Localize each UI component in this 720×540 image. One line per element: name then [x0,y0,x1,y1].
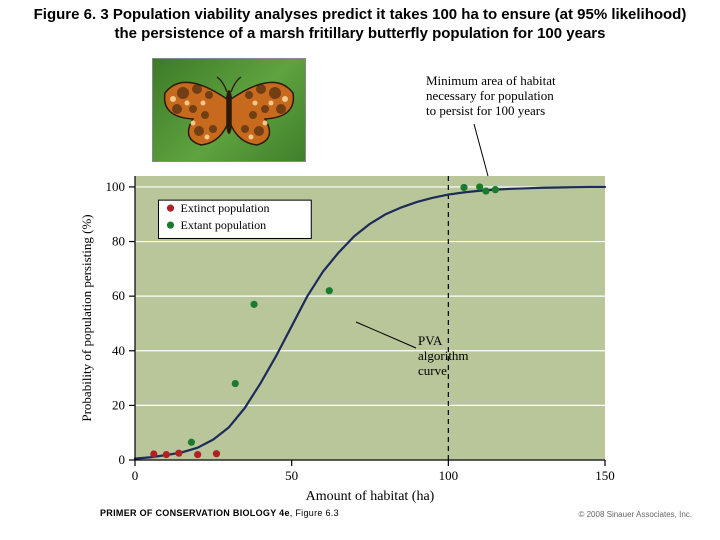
svg-text:50: 50 [285,468,298,483]
svg-text:100: 100 [439,468,459,483]
footer-source: PRIMER OF CONSERVATION BIOLOGY 4e, Figur… [100,508,339,518]
svg-text:0: 0 [132,468,139,483]
figure-page: { "title": { "text": "Figure 6. 3 Popula… [0,0,720,540]
footer-copyright: © 2008 Sinauer Associates, Inc. [578,510,692,519]
svg-text:20: 20 [112,397,125,412]
svg-text:Probability of population pers: Probability of population persisting (%) [79,214,94,421]
svg-text:Extinct population: Extinct population [181,201,270,215]
svg-text:60: 60 [112,288,125,303]
chart-svg: 0 50 100 150 0 20 40 60 80 100 Amount of habitat (… [0,0,720,540]
svg-text:150: 150 [595,468,615,483]
svg-text:100: 100 [106,179,126,194]
svg-text:Amount of habitat (ha): Amount of habitat (ha) [306,489,435,504]
annotation-line: curve [418,364,469,379]
svg-text:0: 0 [119,452,126,467]
footer-source-thin: , Figure 6.3 [290,508,339,518]
svg-text:Extant population: Extant population [181,218,267,232]
footer-source-bold: PRIMER OF CONSERVATION BIOLOGY 4e [100,508,290,518]
svg-text:40: 40 [112,343,125,358]
annotation-line: algorithm [418,349,469,364]
svg-text:80: 80 [112,234,125,249]
annotation-pva-curve: PVAalgorithmcurve [418,334,469,379]
annotation-line: PVA [418,334,469,349]
